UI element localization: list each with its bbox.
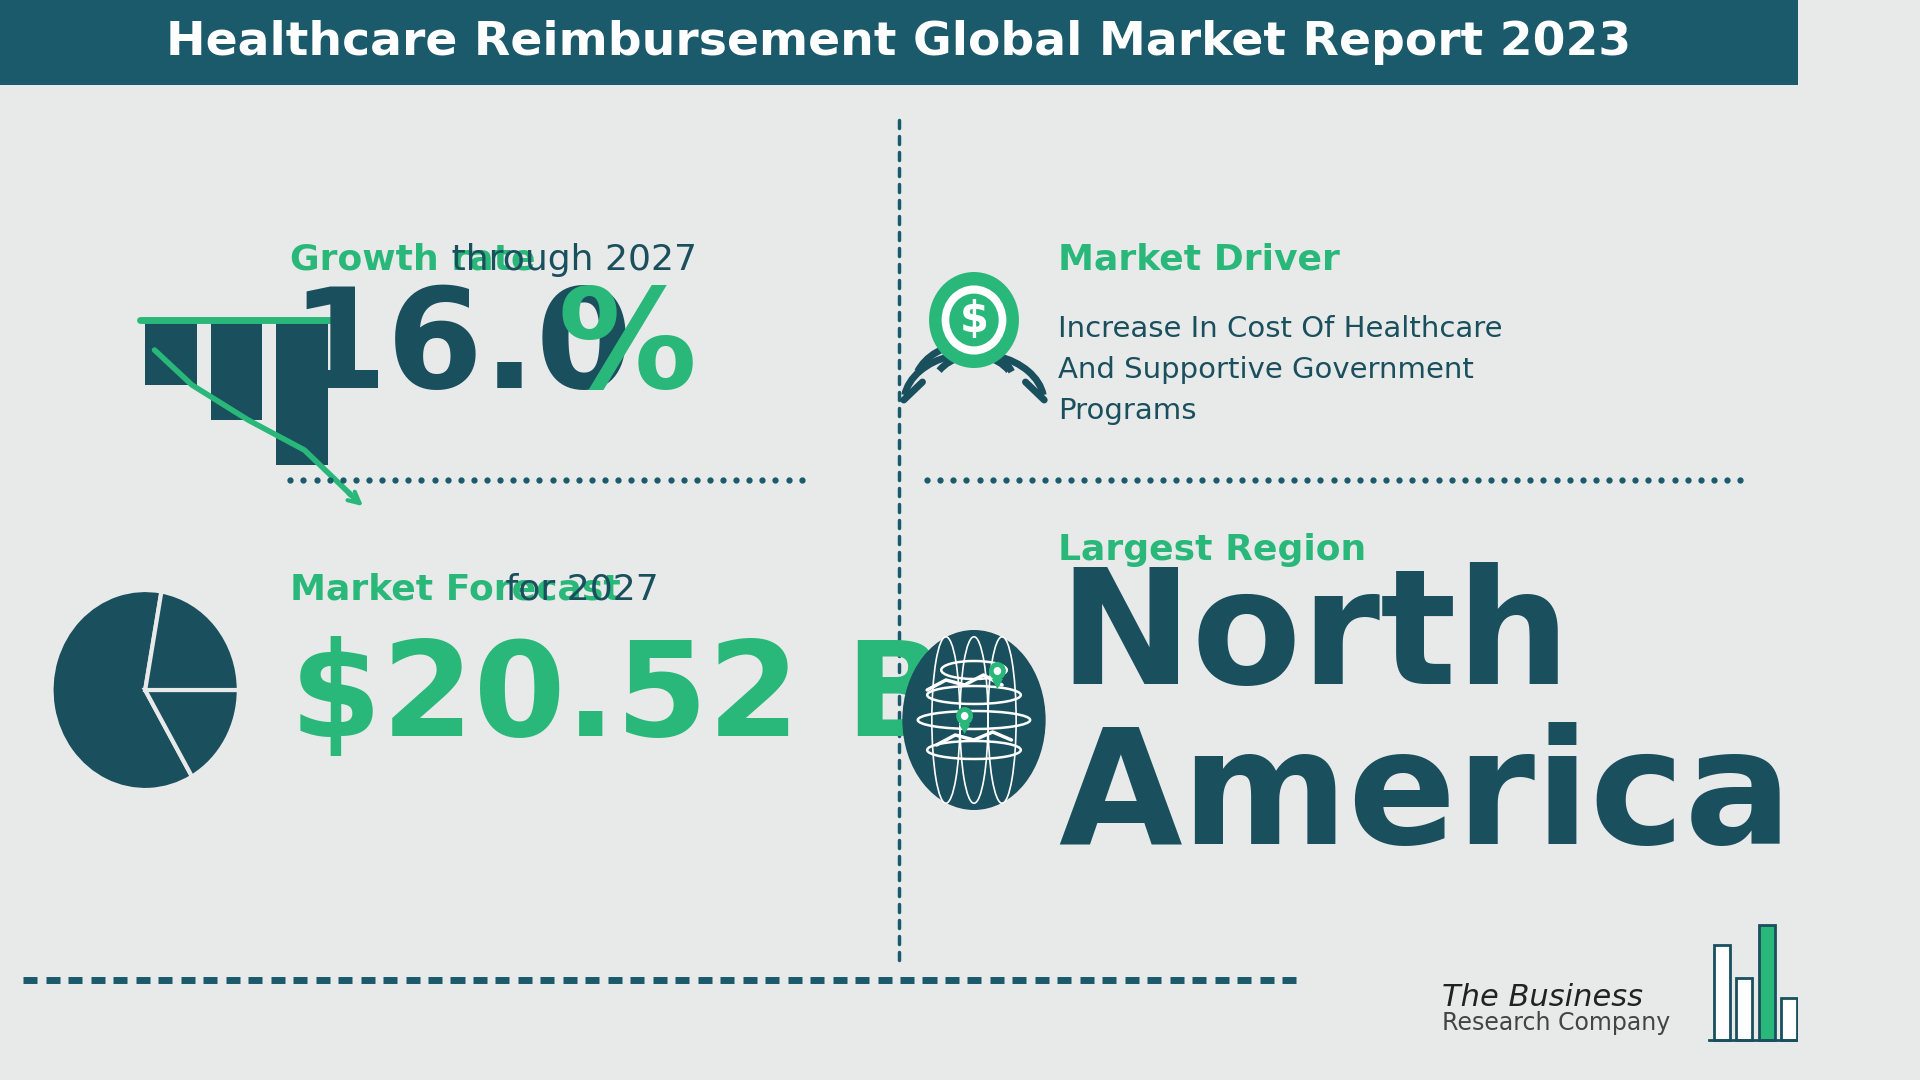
Bar: [1782, 998, 1797, 1040]
FancyBboxPatch shape: [0, 0, 1799, 85]
Bar: [1759, 924, 1774, 1040]
Text: Healthcare Reimbursement Global Market Report 2023: Healthcare Reimbursement Global Market R…: [167, 21, 1632, 65]
Circle shape: [956, 707, 973, 725]
Text: Growth rate: Growth rate: [290, 243, 536, 276]
Text: Market Driver: Market Driver: [1058, 243, 1340, 276]
Wedge shape: [146, 690, 238, 777]
Text: through 2027: through 2027: [440, 243, 697, 276]
Text: 16.0: 16.0: [290, 283, 634, 418]
Polygon shape: [958, 724, 970, 734]
Circle shape: [995, 667, 1000, 675]
Text: Largest Region: Largest Region: [1058, 534, 1367, 567]
Circle shape: [960, 712, 968, 720]
Text: $20.52 Bn: $20.52 Bn: [290, 636, 1041, 764]
Circle shape: [989, 662, 1006, 680]
Wedge shape: [52, 590, 192, 789]
Circle shape: [948, 294, 998, 347]
Text: %: %: [557, 283, 697, 418]
Text: America: America: [1058, 723, 1793, 877]
Bar: [1736, 978, 1753, 1040]
FancyBboxPatch shape: [211, 320, 263, 420]
Text: for 2027: for 2027: [493, 573, 659, 607]
Polygon shape: [993, 679, 1002, 689]
Text: Research Company: Research Company: [1442, 1011, 1670, 1035]
Text: $: $: [960, 299, 989, 341]
Circle shape: [929, 272, 1020, 368]
Text: North: North: [1058, 563, 1571, 717]
FancyBboxPatch shape: [146, 320, 196, 384]
Circle shape: [941, 285, 1006, 354]
Text: The Business: The Business: [1442, 983, 1644, 1012]
FancyBboxPatch shape: [276, 320, 328, 465]
Ellipse shape: [902, 630, 1046, 810]
Wedge shape: [146, 592, 238, 690]
Text: Market Forecast: Market Forecast: [290, 573, 620, 607]
Text: Increase In Cost Of Healthcare
And Supportive Government
Programs: Increase In Cost Of Healthcare And Suppo…: [1058, 314, 1503, 426]
Bar: [1715, 945, 1730, 1040]
